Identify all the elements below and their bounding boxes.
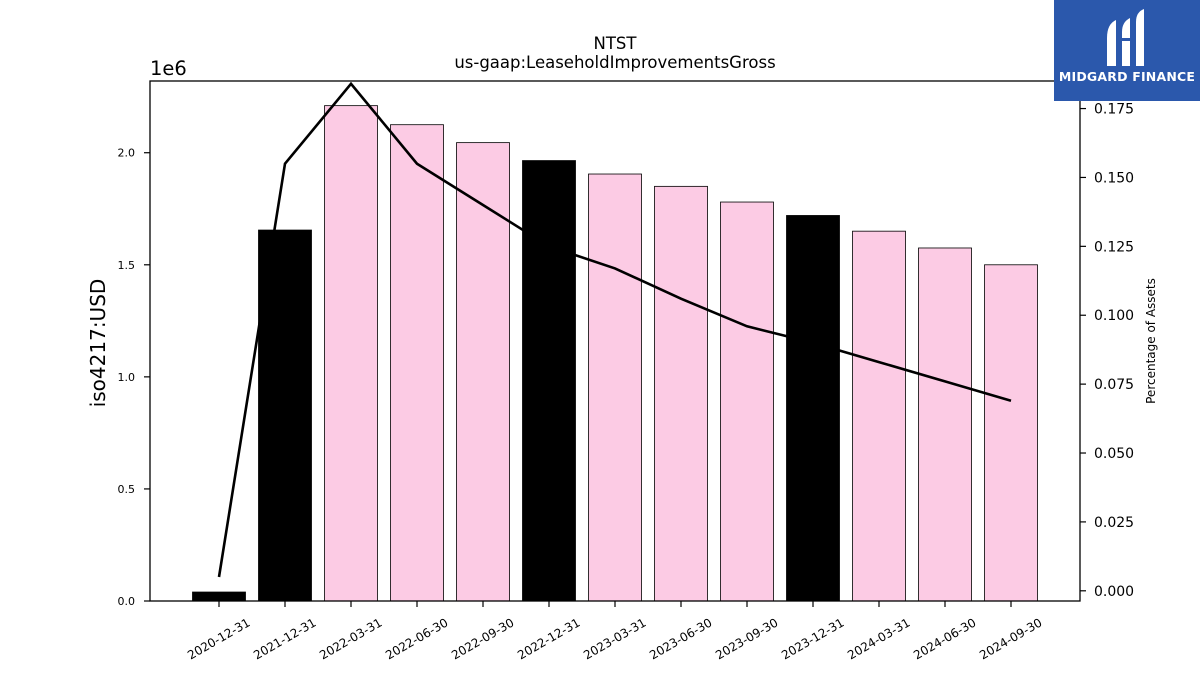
y-tick-label: 1.0 — [118, 371, 136, 384]
left-axis-ticks: 0.0 0.5 1.0 1.5 2.0 — [118, 147, 150, 608]
right-axis-ticks: 0.000 0.025 0.050 0.075 0.100 0.125 0.150 0.175 — [1080, 102, 1134, 600]
x-tick-label: 2022-09-30 — [449, 615, 516, 662]
midgard-finance-logo-icon — [1107, 9, 1144, 66]
x-tick-label: 2023-09-30 — [713, 615, 780, 662]
bar-2022-03-31 — [324, 105, 378, 602]
bar-2022-12-31 — [522, 160, 576, 602]
y2-tick-label: 0.000 — [1094, 584, 1134, 600]
bar-2023-12-31 — [786, 215, 840, 602]
y-axis-offset-label: 1e6 — [150, 57, 187, 80]
bar-2023-09-30 — [720, 201, 774, 602]
bar-2024-03-31 — [852, 230, 906, 602]
bar-2023-06-30 — [654, 185, 708, 602]
x-tick-label: 2021-12-31 — [251, 615, 318, 662]
right-axis-label: Percentage of Assets — [1144, 278, 1158, 404]
y2-tick-label: 0.125 — [1094, 239, 1134, 255]
percentage-of-assets-line — [217, 81, 1012, 578]
bar-2022-09-30 — [456, 142, 510, 602]
x-axis-ticks: 2020-12-312021-12-312022-03-312022-06-30… — [185, 601, 1045, 662]
y2-tick-label: 0.075 — [1094, 377, 1134, 393]
y-tick-label: 0.5 — [118, 483, 136, 496]
bar-2020-12-31 — [192, 591, 246, 602]
y-tick-label: 2.0 — [118, 147, 136, 160]
x-tick-label: 2023-12-31 — [779, 615, 846, 662]
y2-tick-label: 0.025 — [1094, 515, 1134, 531]
x-tick-label: 2022-06-30 — [383, 615, 450, 662]
logo-text: MIDGARD FINANCE — [1058, 69, 1196, 84]
x-tick-label: 2024-09-30 — [977, 615, 1044, 662]
y2-tick-label: 0.050 — [1094, 446, 1134, 462]
y2-tick-label: 0.150 — [1094, 170, 1134, 186]
x-tick-label: 2023-03-31 — [581, 615, 648, 662]
x-tick-label: 2023-06-30 — [647, 615, 714, 662]
chart-subtitle: us-gaap:LeaseholdImprovementsGross — [454, 53, 775, 72]
bar-2024-09-30 — [984, 264, 1038, 602]
midgard-finance-logo: MIDGARD FINANCE — [1054, 0, 1200, 101]
y-axis-label: iso4217:USD — [86, 279, 110, 408]
y2-tick-label: 0.175 — [1094, 102, 1134, 118]
chart-title: NTST — [594, 34, 638, 53]
y-tick-label: 1.5 — [118, 259, 136, 272]
bar-2021-12-31 — [258, 229, 312, 602]
x-tick-label: 2020-12-31 — [185, 615, 252, 662]
x-tick-label: 2024-06-30 — [911, 615, 978, 662]
bars-group — [192, 105, 1038, 602]
x-tick-label: 2024-03-31 — [845, 615, 912, 662]
y-tick-label: 0.0 — [118, 595, 136, 608]
bar-2023-03-31 — [588, 173, 642, 602]
bar-2022-06-30 — [390, 124, 444, 602]
bar-2024-06-30 — [918, 247, 972, 602]
x-tick-label: 2022-03-31 — [317, 615, 384, 662]
y2-tick-label: 0.100 — [1094, 308, 1134, 324]
x-tick-label: 2022-12-31 — [515, 615, 582, 662]
